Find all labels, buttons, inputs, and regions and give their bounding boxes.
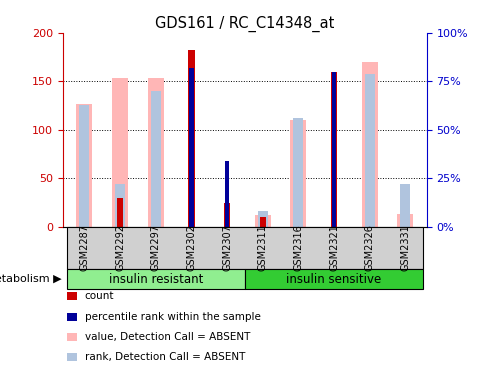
Bar — [151, 91, 160, 227]
Bar — [254, 215, 270, 227]
Text: insulin resistant: insulin resistant — [108, 273, 202, 285]
Bar — [396, 214, 412, 227]
Text: percentile rank within the sample: percentile rank within the sample — [84, 311, 260, 322]
Bar — [331, 72, 336, 227]
Bar — [224, 203, 230, 227]
Bar — [364, 74, 374, 227]
Bar — [189, 68, 193, 227]
Bar — [400, 184, 409, 227]
Text: GSM2331: GSM2331 — [400, 225, 409, 271]
Text: GSM2326: GSM2326 — [364, 224, 374, 272]
Bar — [290, 120, 306, 227]
Text: GSM2302: GSM2302 — [186, 224, 196, 272]
Text: count: count — [84, 291, 114, 302]
Text: GSM2292: GSM2292 — [115, 224, 125, 272]
Text: GSM2287: GSM2287 — [79, 224, 89, 272]
Text: insulin sensitive: insulin sensitive — [286, 273, 381, 285]
Bar — [293, 118, 303, 227]
Text: GSM2311: GSM2311 — [257, 225, 267, 271]
Text: GSM2307: GSM2307 — [222, 224, 232, 272]
Text: rank, Detection Call = ABSENT: rank, Detection Call = ABSENT — [84, 352, 244, 362]
Bar — [117, 198, 123, 227]
Bar — [188, 51, 194, 227]
Text: GSM2297: GSM2297 — [151, 224, 160, 272]
Bar — [259, 217, 265, 227]
Bar — [115, 184, 125, 227]
Bar — [257, 212, 267, 227]
Text: GSM2316: GSM2316 — [293, 225, 303, 271]
Text: GSM2321: GSM2321 — [329, 224, 338, 272]
Bar — [76, 104, 92, 227]
Text: metabolism ▶: metabolism ▶ — [0, 274, 61, 284]
Bar — [330, 72, 336, 227]
Bar — [112, 78, 128, 227]
Bar — [79, 105, 89, 227]
Bar — [361, 62, 377, 227]
Bar — [148, 78, 164, 227]
Title: GDS161 / RC_C14348_at: GDS161 / RC_C14348_at — [155, 15, 334, 31]
Bar — [224, 161, 229, 227]
Text: value, Detection Call = ABSENT: value, Detection Call = ABSENT — [84, 332, 249, 342]
